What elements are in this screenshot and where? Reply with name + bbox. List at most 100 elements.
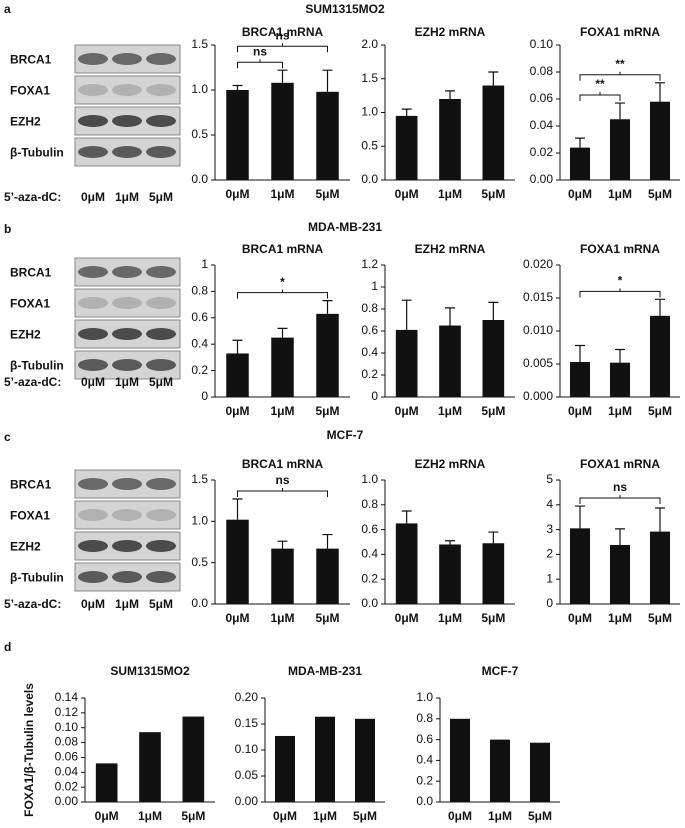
bar [315,716,335,802]
y-tick-label: 0.00 [55,794,79,808]
lane-label: 5μM [149,375,173,389]
significance-bracket [579,92,621,102]
chart-title: EZH2 mRNA [415,25,486,39]
blot-band [78,478,108,490]
x-tick-label: 0μM [225,404,249,418]
error-bar [322,533,333,549]
bar [355,718,375,802]
y-tick-label: 0.6 [361,522,378,536]
y-tick-label: 0.5 [191,127,208,141]
blot-row-label: BRCA1 [10,53,52,67]
bar [316,313,339,397]
bar [271,82,294,180]
blot-band [112,53,142,65]
bar [271,548,294,604]
error-bar [401,510,412,524]
error-bar [575,137,585,148]
y-tick-label: 0.10 [530,37,554,51]
x-tick-label: 0μM [568,404,592,418]
treatment-label: 5’-aza-dC: [4,597,61,611]
y-tick-label: 0.4 [416,753,433,767]
x-tick-label: 0μM [225,187,249,201]
bar [570,362,590,397]
bar [395,523,418,604]
error-bar [615,528,625,545]
blot-band [146,478,176,490]
blot-row-label: β-Tubulin [10,146,64,160]
y-tick-label: 2.0 [361,37,378,51]
significance-label: * [618,273,623,287]
bar [482,543,505,604]
blot-band [78,540,108,552]
error-bar [655,507,665,532]
y-tick-label: 0.6 [361,323,378,337]
blot-row-label: FOXA1 [10,84,50,98]
blot-row-label: β-Tubulin [10,571,64,585]
bar [226,90,249,180]
x-tick-label: 0μM [225,611,249,625]
y-tick-label: 1.5 [191,37,208,51]
blot-row-label: EZH2 [10,328,41,342]
error-bar [232,339,243,354]
x-tick-label: 1μM [488,809,512,823]
y-tick-label: 0.2 [361,367,378,381]
bar [226,519,249,604]
bar [439,325,461,397]
bar [275,735,295,802]
y-tick-label: 0.08 [530,64,554,78]
y-tick-label: 0.2 [361,571,378,585]
blot-band [78,146,108,158]
error-bar [655,82,665,102]
significance-bracket [579,288,661,298]
bar [610,362,630,397]
significance-label: ** [615,57,625,71]
x-tick-label: 5μM [481,611,505,625]
blot-band [112,266,142,278]
y-tick-label: 0.20 [235,690,259,704]
blot-band [146,540,176,552]
x-tick-label: 0μM [395,404,419,418]
y-tick-label: 2 [546,547,553,561]
significance-bracket [237,289,328,299]
y-tick-label: 0 [546,596,553,610]
blot-band [112,84,142,96]
significance-label: ns [275,28,289,42]
significance-bracket [579,495,661,505]
blot-band [112,540,142,552]
error-bar [232,498,243,520]
lane-label: 0μM [81,190,105,204]
blot-band [146,115,176,127]
y-tick-label: 0.08 [55,735,79,749]
lane-label: 0μM [81,375,105,389]
x-tick-label: 0μM [568,187,592,201]
y-tick-label: 0 [371,389,378,403]
y-tick-label: 0.005 [523,356,553,370]
blot-band [146,84,176,96]
bar [450,718,470,802]
y-tick-label: 0.4 [191,336,208,350]
blot-row-label: EZH2 [10,540,41,554]
significance-bracket [237,59,283,69]
blot-band [112,146,142,158]
bar [271,337,294,397]
blot-band [146,146,176,158]
lane-label: 5μM [149,190,173,204]
y-tick-label: 0.8 [361,497,378,511]
panel-label: c [4,430,11,444]
y-tick-label: 0.8 [361,301,378,315]
error-bar [575,344,585,363]
y-tick-label: 1.5 [191,472,208,486]
y-tick-label: 0.000 [523,389,553,403]
y-tick-label: 0.06 [55,750,79,764]
y-tick-label: 1 [371,279,378,293]
error-bar [615,102,625,120]
blot-row-label: β-Tubulin [10,359,64,373]
y-tick-label: 0.04 [55,764,79,778]
panel-title: SUM1315MO2 [305,2,385,16]
chart-title: FOXA1 mRNA [580,25,660,39]
x-tick-label: 5μM [353,809,377,823]
error-bar [322,300,333,314]
x-tick-label: 0μM [395,611,419,625]
blot-band [146,297,176,309]
